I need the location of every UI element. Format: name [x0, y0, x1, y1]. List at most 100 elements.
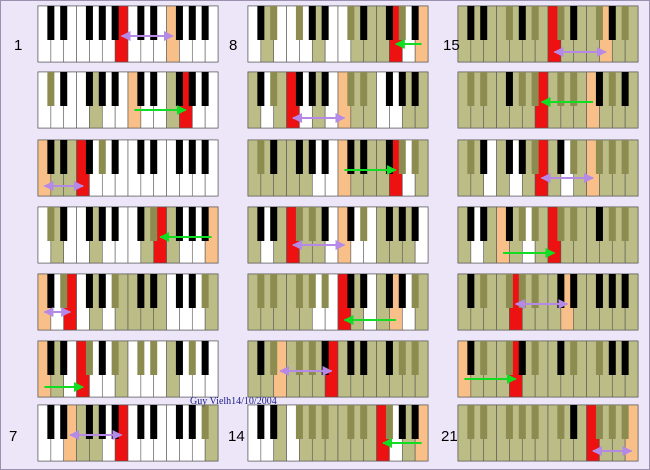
black-key — [85, 405, 93, 439]
black-key — [531, 140, 539, 174]
black-key — [295, 207, 303, 241]
black-key — [257, 405, 265, 439]
black-key — [188, 72, 196, 106]
black-key — [398, 341, 406, 375]
black-key — [137, 274, 145, 308]
black-key — [150, 207, 158, 241]
black-key — [47, 140, 55, 174]
black-key — [270, 274, 278, 308]
black-key — [201, 140, 209, 174]
black-key — [595, 341, 603, 375]
black-key — [201, 341, 209, 375]
black-key — [505, 6, 513, 40]
black-key — [360, 140, 368, 174]
black-key — [385, 274, 393, 308]
black-key — [308, 72, 316, 106]
black-key — [175, 207, 183, 241]
black-key — [150, 341, 158, 375]
black-key — [608, 6, 616, 40]
black-key — [531, 274, 539, 308]
black-key — [621, 405, 629, 439]
black-key — [557, 341, 565, 375]
panel-number: 1 — [14, 37, 22, 54]
black-key — [411, 6, 419, 40]
black-key — [111, 207, 119, 241]
black-key — [385, 341, 393, 375]
black-key — [411, 140, 419, 174]
black-key — [360, 6, 368, 40]
black-key — [321, 140, 329, 174]
black-key — [321, 405, 329, 439]
black-key — [85, 72, 93, 106]
black-key — [188, 207, 196, 241]
black-key — [505, 405, 513, 439]
black-key — [518, 274, 526, 308]
black-key — [360, 207, 368, 241]
black-key — [557, 72, 565, 106]
black-key — [398, 274, 406, 308]
black-key — [531, 341, 539, 375]
black-key — [360, 341, 368, 375]
black-key — [60, 140, 68, 174]
black-key — [360, 72, 368, 106]
black-key — [347, 140, 355, 174]
black-key — [85, 274, 93, 308]
black-key — [175, 72, 183, 106]
black-key — [505, 207, 513, 241]
black-key — [270, 207, 278, 241]
black-key — [385, 72, 393, 106]
black-key — [531, 207, 539, 241]
panel-number: 8 — [229, 37, 237, 54]
black-key — [608, 207, 616, 241]
black-key — [295, 341, 303, 375]
black-key — [60, 274, 68, 308]
black-key — [557, 140, 565, 174]
black-key — [467, 207, 475, 241]
black-key — [467, 140, 475, 174]
black-key — [505, 72, 513, 106]
black-key — [257, 207, 265, 241]
black-key — [137, 140, 145, 174]
black-key — [85, 140, 93, 174]
black-key — [518, 140, 526, 174]
black-key — [398, 405, 406, 439]
black-key — [60, 6, 68, 40]
black-key — [518, 72, 526, 106]
black-key — [505, 140, 513, 174]
black-key — [557, 274, 565, 308]
black-key — [398, 207, 406, 241]
black-key — [595, 274, 603, 308]
black-key — [295, 6, 303, 40]
black-key — [137, 341, 145, 375]
black-key — [270, 341, 278, 375]
black-key — [98, 207, 106, 241]
black-key — [621, 6, 629, 40]
black-key — [137, 6, 145, 40]
black-key — [411, 405, 419, 439]
black-key — [557, 405, 565, 439]
black-key — [308, 140, 316, 174]
black-key — [595, 72, 603, 106]
black-key — [150, 6, 158, 40]
black-key — [47, 207, 55, 241]
black-key — [295, 274, 303, 308]
black-key — [360, 274, 368, 308]
black-key — [621, 274, 629, 308]
black-key — [480, 274, 488, 308]
black-key — [321, 6, 329, 40]
black-key — [347, 405, 355, 439]
black-key — [385, 6, 393, 40]
black-key — [188, 274, 196, 308]
black-key — [201, 207, 209, 241]
black-key — [201, 72, 209, 106]
black-key — [321, 274, 329, 308]
black-key — [347, 341, 355, 375]
black-key — [137, 72, 145, 106]
black-key — [411, 72, 419, 106]
black-key — [518, 405, 526, 439]
black-key — [257, 140, 265, 174]
black-key — [480, 72, 488, 106]
black-key — [347, 72, 355, 106]
black-key — [47, 72, 55, 106]
